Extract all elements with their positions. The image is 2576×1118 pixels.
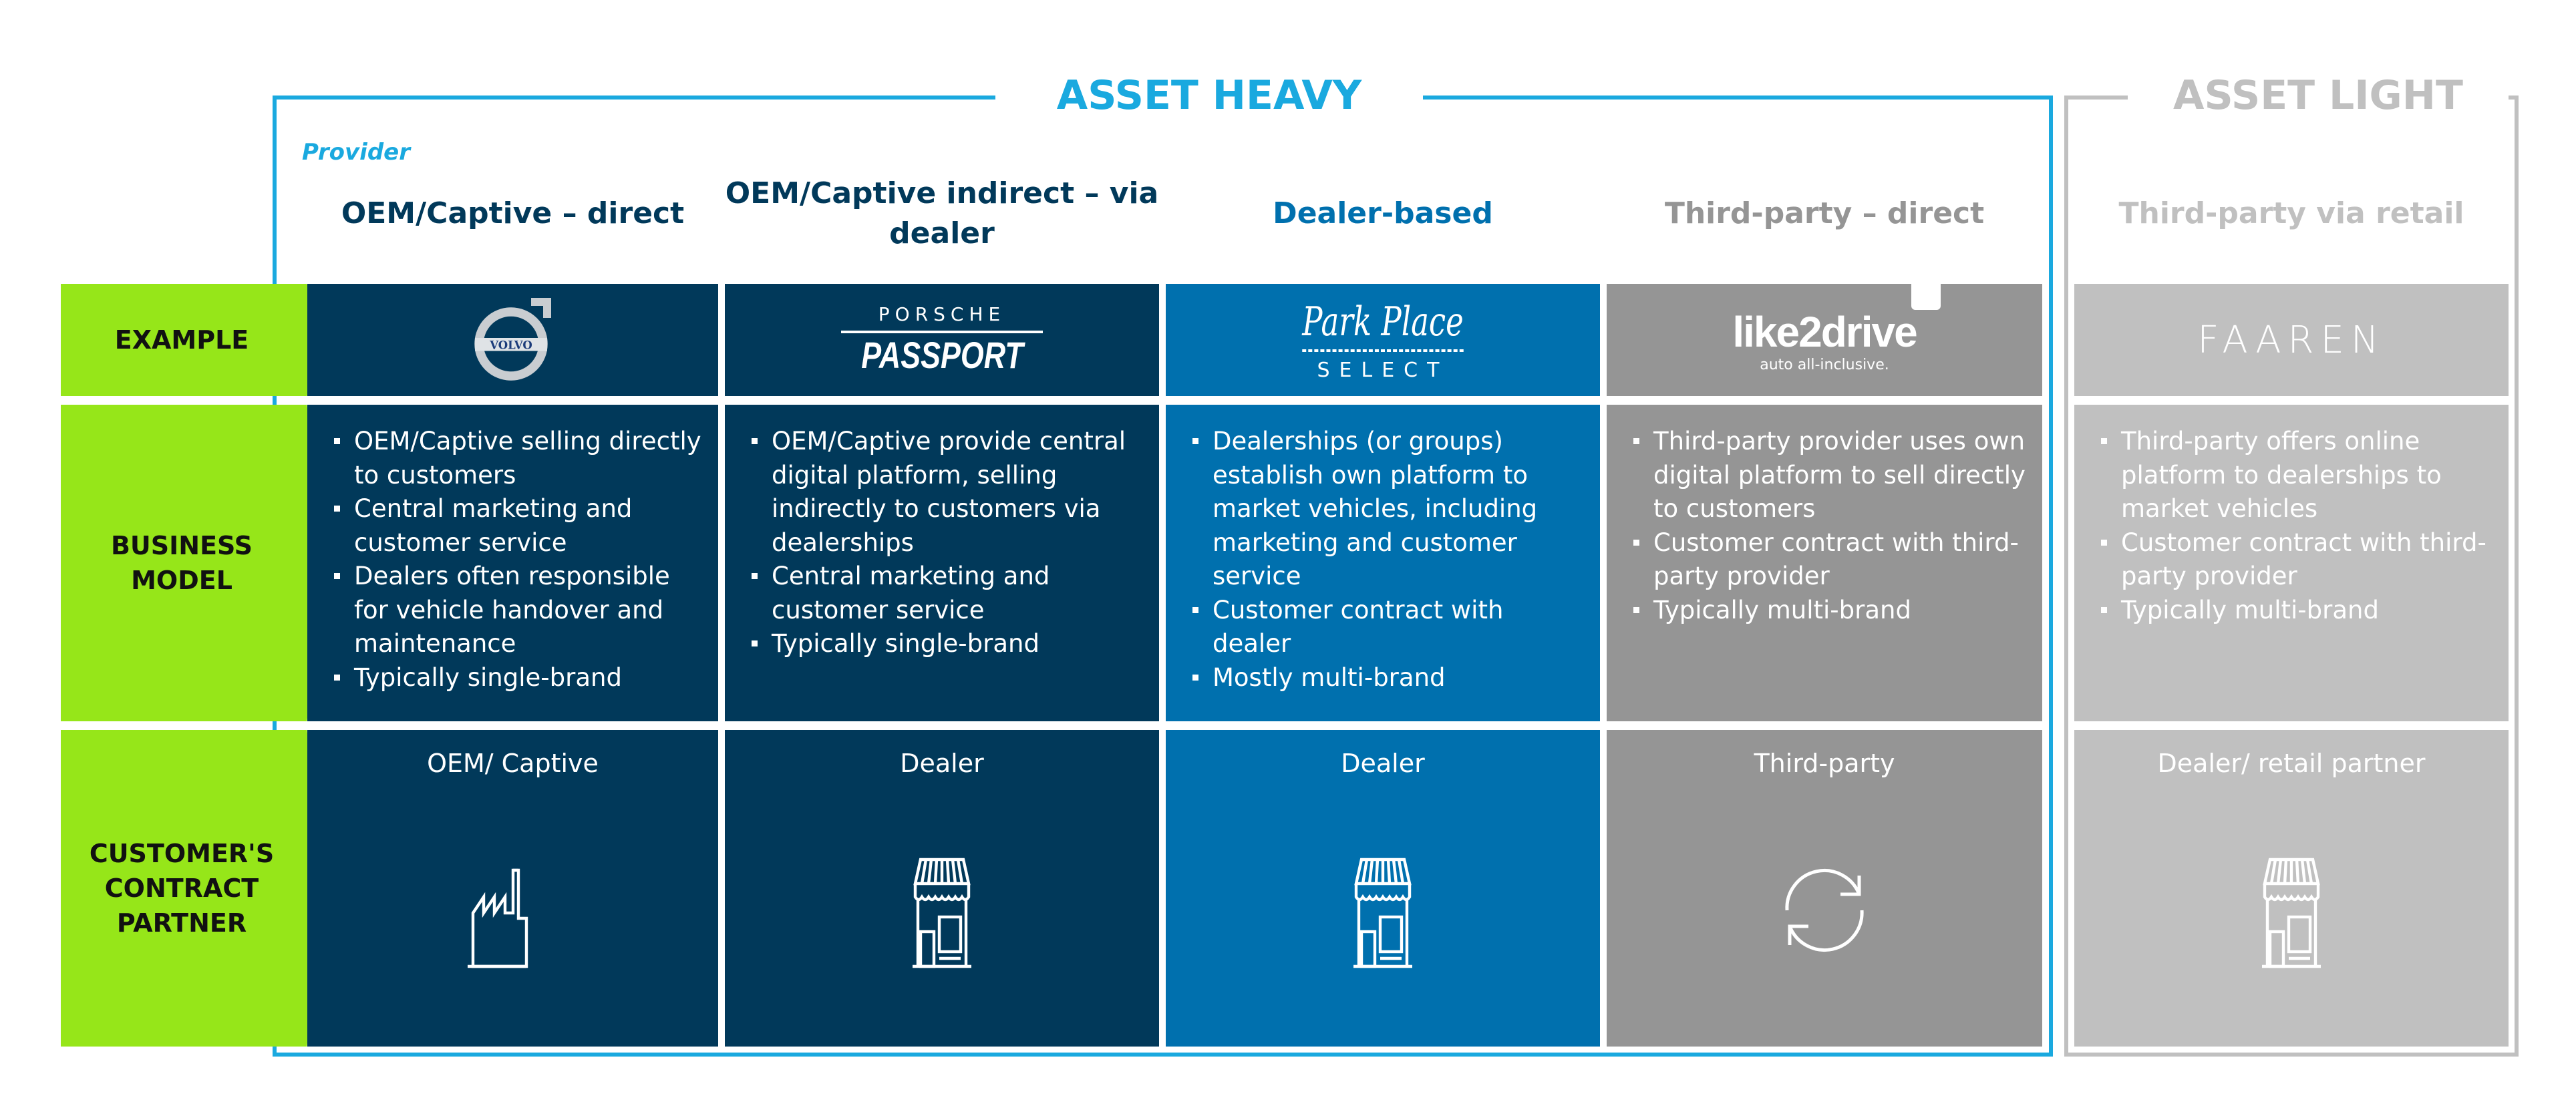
contract-partner-label: Dealer: [1341, 749, 1425, 778]
contract-partner-label: OEM/ Captive: [427, 749, 599, 778]
business-model-bullet: Mostly multi-brand: [1192, 661, 1587, 695]
business-model-cell: Third-party provider uses own digital pl…: [1607, 405, 2042, 721]
contract-partner-cell: Third-party: [1607, 730, 2042, 1047]
business-model-bullet: OEM/Captive provide central digital plat…: [752, 425, 1146, 560]
contract-partner-cell: Dealer: [1166, 730, 1600, 1047]
example-logo-cell: VOLVO: [307, 284, 718, 396]
column-title-oem-direct: OEM/Captive – direct: [341, 196, 685, 230]
business-model-cell: Dealerships (or groups) establish own pl…: [1166, 405, 1600, 721]
store-icon: [875, 844, 1009, 977]
like2drive-tagline: auto all-inclusive.: [1760, 356, 1889, 373]
business-model-list: OEM/Captive selling directly to customer…: [334, 425, 705, 695]
contract-partner-cell: Dealer/ retail partner: [2074, 730, 2509, 1047]
business-model-bullet: Third-party offers online platform to de…: [2101, 425, 2495, 526]
volvo-logo: VOLVO: [474, 298, 551, 381]
contract-partner-label: Dealer/ retail partner: [2157, 749, 2426, 778]
column-title-oem-indirect: OEM/Captive indirect – via dealer: [725, 176, 1159, 250]
business-model-list: OEM/Captive provide central digital plat…: [752, 425, 1146, 661]
example-logo-cell: PORSCHE PASSPORT: [725, 284, 1159, 396]
factory-icon: [446, 844, 580, 977]
store-icon: [2225, 844, 2358, 977]
contract-partner-cell: OEM/ Captive: [307, 730, 718, 1047]
business-model-list: Dealerships (or groups) establish own pl…: [1192, 425, 1587, 695]
column-title-third-party-direct: Third-party – direct: [1664, 196, 1985, 230]
refresh-icon: [1758, 844, 1891, 977]
example-logo-cell: like2drive auto all-inclusive.: [1607, 280, 2042, 396]
business-model-cell: OEM/Captive selling directly to customer…: [307, 405, 718, 721]
svg-text:VOLVO: VOLVO: [489, 339, 532, 352]
speech-bubble-icon: [1911, 280, 1941, 310]
business-model-list: Third-party provider uses own digital pl…: [1633, 425, 2029, 627]
business-model-bullet: Customer contract with third-party provi…: [1633, 526, 2029, 594]
parkplace-logo-text: Park Place: [1302, 299, 1464, 352]
contract-partner-label: Dealer: [900, 749, 984, 778]
porsche-logo-text: PORSCHE: [840, 303, 1043, 333]
provider-label: Provider: [302, 139, 410, 166]
example-logo-cell: FAAREN: [2074, 284, 2509, 396]
business-model-bullet: Central marketing and customer service: [334, 492, 705, 560]
column-title-dealer-based: Dealer-based: [1273, 196, 1493, 230]
row-label-contract-partner: CUSTOMER'S CONTRACT PARTNER: [61, 730, 323, 1047]
business-model-bullet: Dealerships (or groups) establish own pl…: [1192, 425, 1587, 594]
business-model-bullet: Typically multi-brand: [2101, 594, 2495, 628]
business-model-bullet: Customer contract with third-party provi…: [2101, 526, 2495, 594]
row-label-example: EXAMPLE: [61, 284, 323, 396]
business-model-bullet: OEM/Captive selling directly to customer…: [334, 425, 705, 492]
contract-partner-cell: Dealer: [725, 730, 1159, 1047]
faaren-logo-text: FAAREN: [2197, 318, 2386, 362]
asset-light-title: ASSET LIGHT: [2128, 69, 2509, 122]
like2drive-logo-text: like2drive: [1732, 307, 1917, 356]
column-title-third-party-retail: Third-party via retail: [2118, 196, 2464, 230]
business-model-bullet: Customer contract with dealer: [1192, 594, 1587, 661]
business-model-bullet: Typically multi-brand: [1633, 594, 2029, 628]
business-model-bullet: Typically single-brand: [752, 627, 1146, 661]
row-label-business-model: BUSINESS MODEL: [61, 405, 323, 721]
business-model-bullet: Third-party provider uses own digital pl…: [1633, 425, 2029, 526]
passport-logo-text: PASSPORT: [860, 334, 1023, 376]
asset-heavy-title: ASSET HEAVY: [995, 69, 1423, 122]
business-model-cell: Third-party offers online platform to de…: [2074, 405, 2509, 721]
business-model-list: Third-party offers online platform to de…: [2101, 425, 2495, 627]
store-icon: [1316, 844, 1450, 977]
select-logo-text: SELECT: [1317, 358, 1449, 382]
business-model-cell: OEM/Captive provide central digital plat…: [725, 405, 1159, 721]
business-model-bullet: Central marketing and customer service: [752, 560, 1146, 627]
example-logo-cell: Park Place SELECT: [1166, 284, 1600, 396]
contract-partner-label: Third-party: [1754, 749, 1895, 778]
business-model-bullet: Dealers often responsible for vehicle ha…: [334, 560, 705, 661]
business-model-bullet: Typically single-brand: [334, 661, 705, 695]
